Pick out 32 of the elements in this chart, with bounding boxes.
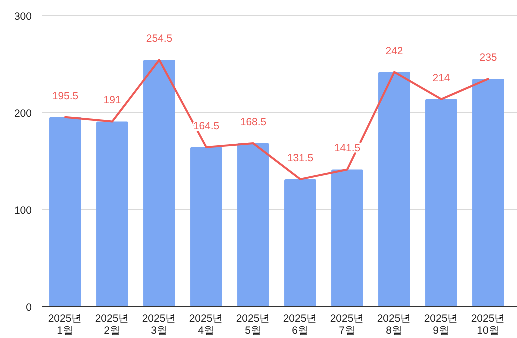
y-tick-label: 200 <box>14 108 32 120</box>
y-tick-label: 0 <box>26 302 32 314</box>
bar <box>426 99 458 307</box>
y-tick-label: 100 <box>14 205 32 217</box>
bar <box>378 72 410 307</box>
x-tick-label: 2025년 8월 <box>377 313 412 337</box>
y-tick-label: 300 <box>14 11 32 23</box>
x-tick-label: 2025년 7월 <box>330 313 365 337</box>
data-label: 235 <box>480 52 498 64</box>
bar <box>190 147 222 307</box>
x-tick-label: 2025년 5월 <box>236 313 271 337</box>
x-tick-label: 2025년 9월 <box>424 313 459 337</box>
bar <box>144 60 176 307</box>
x-tick-label: 2025년 10월 <box>471 313 506 337</box>
bar <box>284 179 316 307</box>
x-tick-label: 2025년 3월 <box>142 313 177 337</box>
data-label: 254.5 <box>146 33 173 46</box>
data-label: 214 <box>432 72 450 84</box>
data-label: 195.5 <box>52 90 79 102</box>
x-tick-label: 2025년 2월 <box>95 313 130 337</box>
x-tick-label: 2025년 6월 <box>283 313 318 337</box>
data-label: 242 <box>386 45 404 58</box>
data-label: 168.5 <box>240 116 267 129</box>
x-tick-label: 2025년 1월 <box>48 313 83 337</box>
bar <box>238 144 270 307</box>
bar <box>96 122 128 307</box>
bar <box>50 117 82 307</box>
data-label: 191 <box>104 94 122 107</box>
bar <box>472 79 504 307</box>
x-tick-label: 2025년 4월 <box>189 313 224 337</box>
data-label: 131.5 <box>287 152 314 164</box>
bar <box>332 170 364 307</box>
